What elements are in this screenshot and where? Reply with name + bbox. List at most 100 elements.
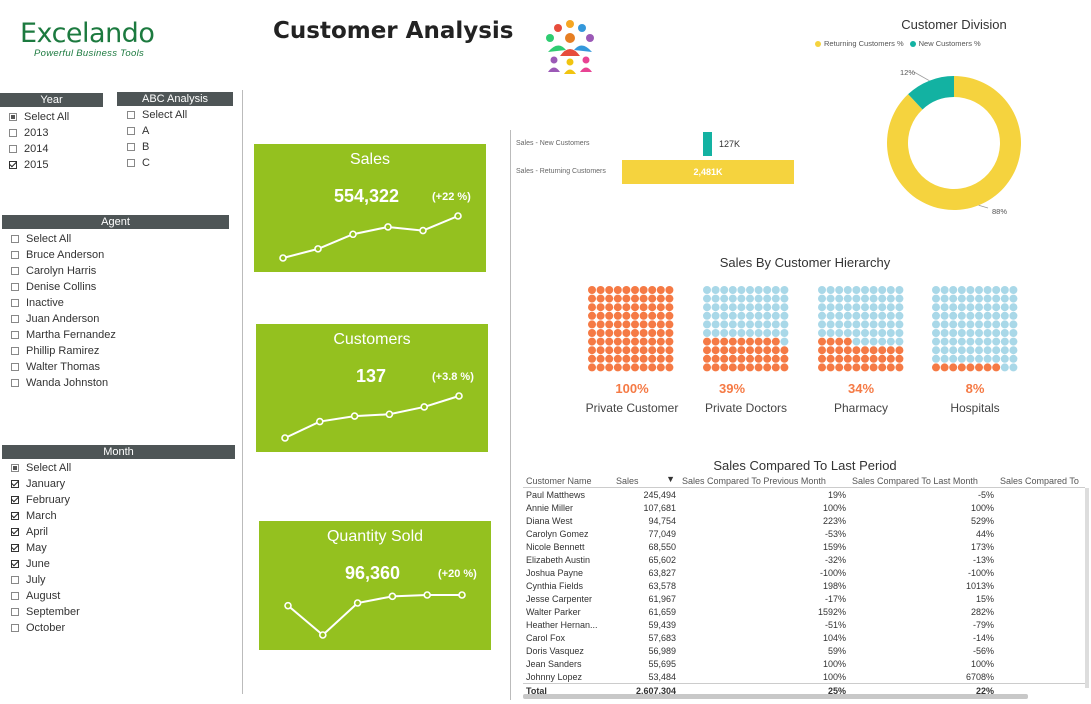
year-slicer-item[interactable]: 2015 (9, 157, 69, 173)
kpi-card-customers[interactable]: Customers 137 (+3.8 %) (256, 324, 488, 452)
month-slicer-item[interactable]: March (11, 508, 80, 524)
waffle-hospitals[interactable] (932, 286, 1018, 372)
donut-slice-returning[interactable] (887, 76, 1021, 210)
table-row[interactable]: Heather Hernan... 59,439 -51% -79% (523, 618, 1085, 631)
checkbox[interactable] (11, 347, 19, 355)
vertical-scrollbar[interactable] (1085, 488, 1089, 688)
year-slicer-item[interactable]: 2014 (9, 141, 69, 157)
checkbox[interactable] (11, 592, 19, 600)
bar-new-customers[interactable] (703, 132, 712, 156)
column-header[interactable]: Sales ▼ (613, 474, 679, 488)
checkbox[interactable] (11, 624, 19, 632)
checkbox[interactable] (11, 512, 19, 520)
kpi-card-quantity-sold[interactable]: Quantity Sold 96,360 (+20 %) (259, 521, 491, 650)
month-slicer-item[interactable]: February (11, 492, 80, 508)
month-slicer-item[interactable]: Select All (11, 460, 80, 476)
kpi-card-sales[interactable]: Sales 554,322 (+22 %) (254, 144, 486, 272)
table-row[interactable]: Nicole Bennett 68,550 159% 173% (523, 540, 1085, 553)
month-slicer-item[interactable]: August (11, 588, 80, 604)
abc-slicer-item[interactable]: Select All (127, 107, 187, 123)
year-slicer-item[interactable]: Select All (9, 109, 69, 125)
table-row[interactable]: Elizabeth Austin 65,602 -32% -13% (523, 553, 1085, 566)
column-header[interactable]: Sales Compared To Last Month (849, 474, 997, 488)
checkbox[interactable] (9, 161, 17, 169)
column-header[interactable]: Sales Compared To Previous Month (679, 474, 849, 488)
agent-slicer-item[interactable]: Select All (11, 231, 116, 247)
checkbox[interactable] (11, 363, 19, 371)
table-row[interactable]: Jesse Carpenter 61,967 -17% 15% (523, 592, 1085, 605)
checkbox[interactable] (127, 111, 135, 119)
checkbox[interactable] (11, 267, 19, 275)
table-row[interactable]: Diana West 94,754 223% 529% (523, 514, 1085, 527)
waffle-dot (957, 303, 966, 312)
column-header[interactable]: Customer Name (523, 474, 613, 488)
bar-returning-customers[interactable] (622, 160, 794, 184)
checkbox[interactable] (11, 283, 19, 291)
month-slicer-item[interactable]: July (11, 572, 80, 588)
month-slicer-item[interactable]: January (11, 476, 80, 492)
table-row[interactable]: Cynthia Fields 63,578 198% 1013% (523, 579, 1085, 592)
table-row[interactable]: Carolyn Gomez 77,049 -53% 44% (523, 527, 1085, 540)
agent-slicer-item[interactable]: Walter Thomas (11, 359, 116, 375)
checkbox[interactable] (11, 464, 19, 472)
checkbox[interactable] (11, 315, 19, 323)
agent-slicer-item[interactable]: Juan Anderson (11, 311, 116, 327)
waffle-dot (728, 303, 737, 312)
checkbox[interactable] (127, 127, 135, 135)
waffle-pharmacy[interactable] (818, 286, 904, 372)
checkbox[interactable] (11, 528, 19, 536)
table-row[interactable]: Walter Parker 61,659 1592% 282% (523, 605, 1085, 618)
checkbox[interactable] (9, 129, 17, 137)
waffle-private-doctors[interactable] (703, 286, 789, 372)
waffle-dot (843, 294, 852, 303)
checkbox[interactable] (11, 331, 19, 339)
checkbox[interactable] (11, 576, 19, 584)
agent-slicer-item[interactable]: Phillip Ramirez (11, 343, 116, 359)
checkbox[interactable] (11, 608, 19, 616)
agent-slicer-item[interactable]: Denise Collins (11, 279, 116, 295)
checkbox[interactable] (11, 480, 19, 488)
checkbox[interactable] (11, 379, 19, 387)
waffle-dot (895, 303, 904, 312)
abc-slicer-item[interactable]: C (127, 155, 187, 171)
table-row[interactable]: Johnny Lopez 53,484 100% 6708% (523, 670, 1085, 684)
agent-slicer-item[interactable]: Carolyn Harris (11, 263, 116, 279)
month-slicer-item[interactable]: June (11, 556, 80, 572)
abc-slicer-item[interactable]: B (127, 139, 187, 155)
checkbox[interactable] (11, 235, 19, 243)
donut-slice-new[interactable] (908, 76, 954, 110)
checkbox[interactable] (11, 496, 19, 504)
agent-slicer-item[interactable]: Wanda Johnston (11, 375, 116, 391)
waffle-private-customer[interactable] (588, 286, 674, 372)
checkbox[interactable] (11, 560, 19, 568)
month-slicer-item[interactable]: October (11, 620, 80, 636)
table-row[interactable]: Annie Miller 107,681 100% 100% (523, 501, 1085, 514)
table-row[interactable]: Doris Vasquez 56,989 59% -56% (523, 644, 1085, 657)
waffle-dot (1000, 329, 1009, 337)
table-cell: Elizabeth Austin (526, 554, 591, 565)
agent-slicer-item[interactable]: Inactive (11, 295, 116, 311)
checkbox[interactable] (11, 544, 19, 552)
horizontal-scrollbar[interactable] (523, 694, 1028, 699)
month-slicer-item[interactable]: September (11, 604, 80, 620)
year-slicer-item[interactable]: 2013 (9, 125, 69, 141)
waffle-dot (826, 354, 835, 363)
checkbox[interactable] (9, 145, 17, 153)
sort-desc-icon[interactable]: ▼ (666, 474, 675, 484)
column-header[interactable]: Sales Compared To (997, 474, 1085, 488)
sales-comparison-table[interactable]: Customer Name Sales ▼ Sales Compared To Pre… (523, 474, 1085, 696)
table-row[interactable]: Joshua Payne 63,827 -100% -100% (523, 566, 1085, 579)
table-row[interactable]: Carol Fox 57,683 104% -14% (523, 631, 1085, 644)
agent-slicer-item[interactable]: Martha Fernandez (11, 327, 116, 343)
table-row[interactable]: Paul Matthews 245,494 19% -5% (523, 488, 1085, 502)
month-slicer-item[interactable]: May (11, 540, 80, 556)
checkbox[interactable] (11, 299, 19, 307)
checkbox[interactable] (9, 113, 17, 121)
checkbox[interactable] (11, 251, 19, 259)
month-slicer-item[interactable]: April (11, 524, 80, 540)
checkbox[interactable] (127, 143, 135, 151)
abc-slicer-item[interactable]: A (127, 123, 187, 139)
agent-slicer-item[interactable]: Bruce Anderson (11, 247, 116, 263)
checkbox[interactable] (127, 159, 135, 167)
table-row[interactable]: Jean Sanders 55,695 100% 100% (523, 657, 1085, 670)
